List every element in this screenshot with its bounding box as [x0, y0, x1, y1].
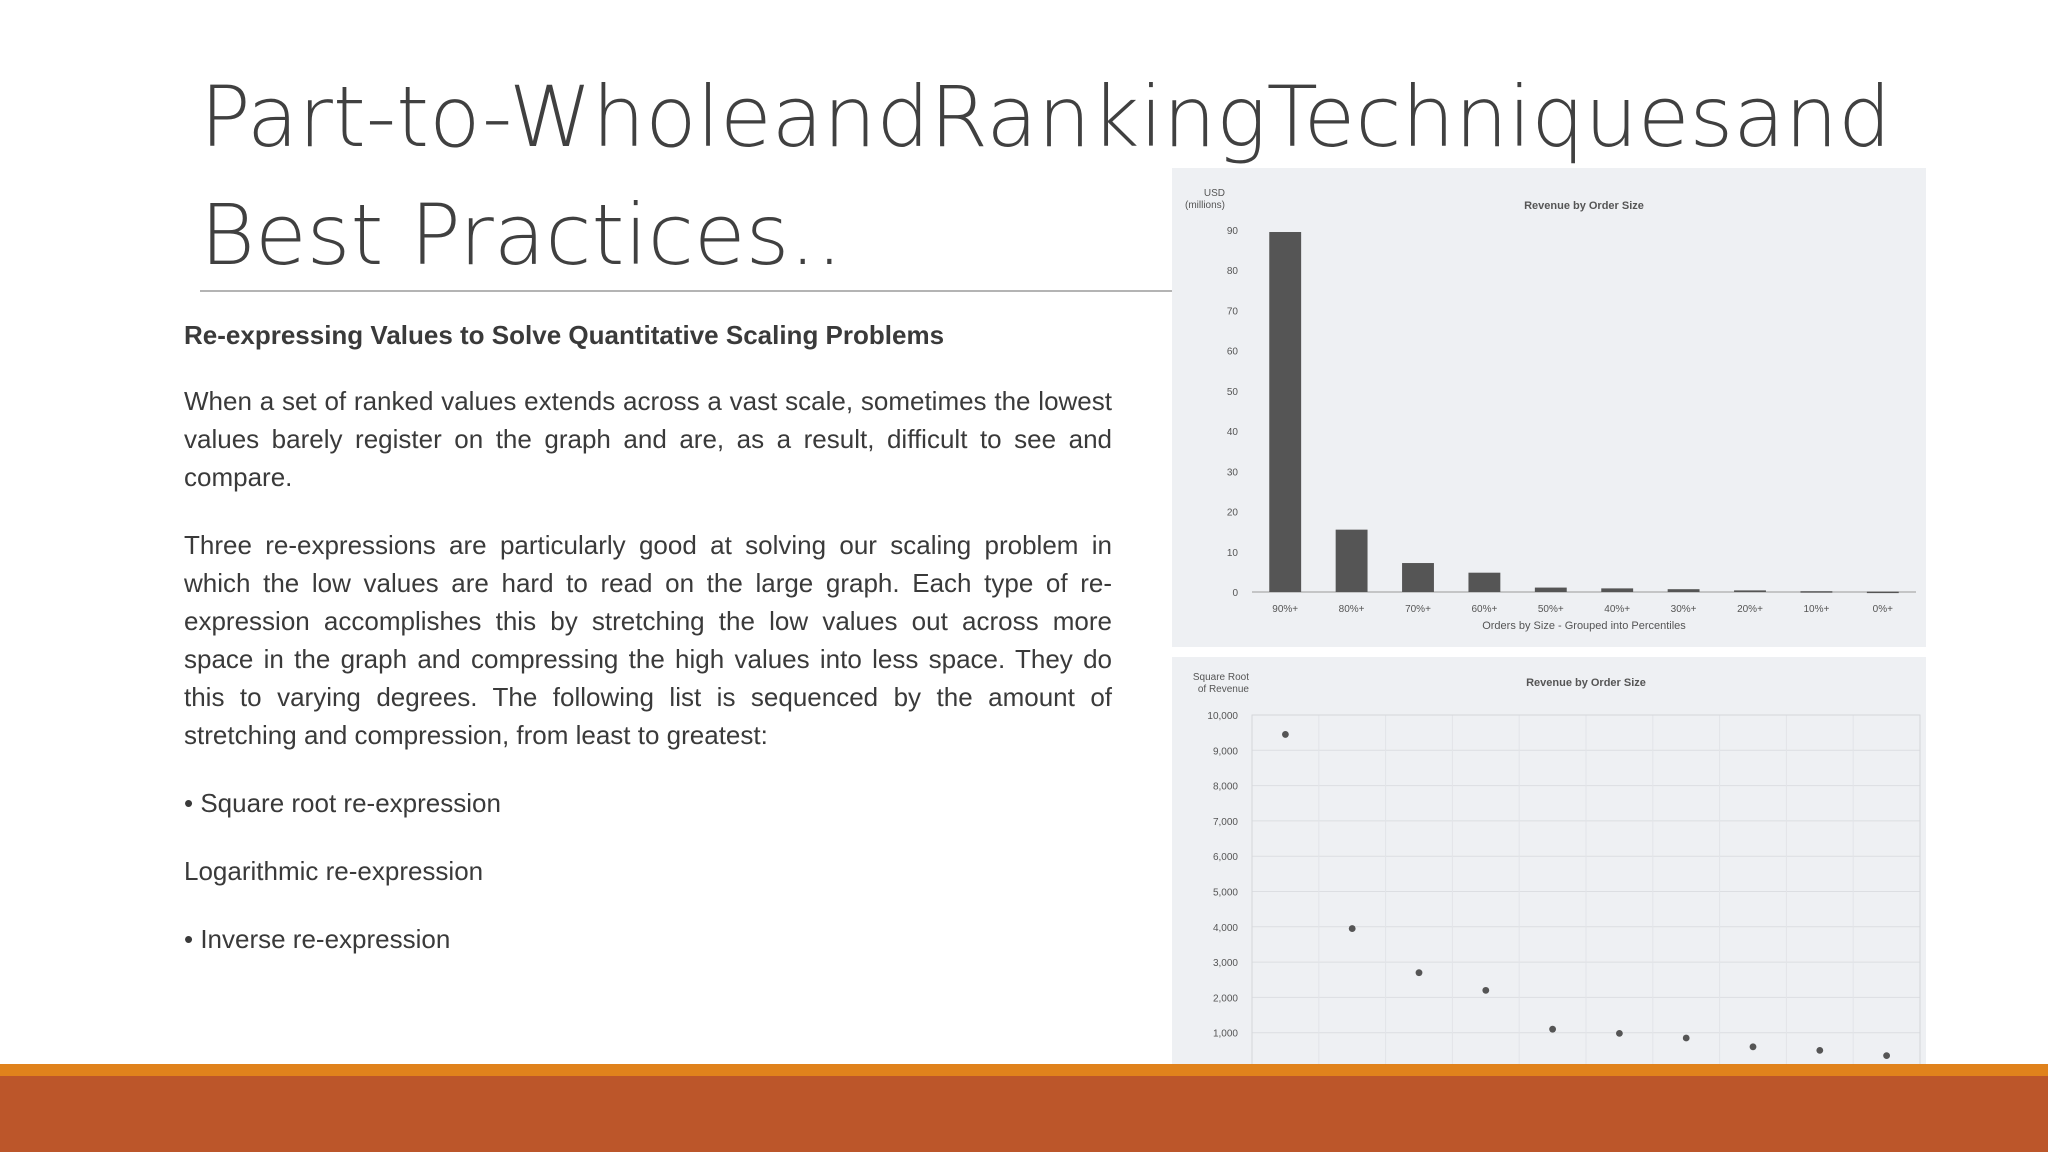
- bar: [1335, 529, 1368, 592]
- data-point: [1749, 1043, 1757, 1051]
- body-paragraph: Three re-expressions are particularly go…: [184, 530, 1112, 750]
- footer-band: [0, 1076, 2048, 1152]
- bar: [1534, 587, 1567, 592]
- bar-chart: Revenue by Order Size USD(millions) 0 10 20 3…: [1185, 188, 1916, 632]
- data-point: [1282, 731, 1289, 738]
- y-tick-label: 2,000: [1213, 993, 1238, 1004]
- y-tick-label: 70: [1227, 306, 1239, 317]
- y-axis-label: of Revenue: [1198, 684, 1250, 695]
- footer-accent-band: [0, 1064, 2048, 1076]
- y-tick-label: 50: [1227, 387, 1239, 398]
- bar: [1402, 563, 1434, 592]
- title-word: Techniques: [1266, 68, 1734, 166]
- title-word: and: [771, 68, 930, 166]
- x-tick-label: 10%+: [1803, 604, 1829, 615]
- data-point: [1682, 1034, 1690, 1042]
- data-point: [1816, 1046, 1824, 1054]
- section-heading: Re-expressing Values to Solve Quantitati…: [184, 320, 945, 350]
- slide-title: Part-to-Whole and Ranking Techniques and…: [200, 58, 1891, 294]
- bar: [1866, 591, 1899, 594]
- y-tick-label: 3,000: [1213, 958, 1238, 969]
- title-line-1: Part-to-Whole and Ranking Techniques and: [200, 58, 1891, 176]
- y-tick-label: 10,000: [1207, 711, 1238, 722]
- bar: [1800, 591, 1833, 593]
- y-tick-label: 7,000: [1213, 817, 1238, 828]
- list-item: • Square root re-expression: [184, 788, 501, 818]
- y-tick-label: 5,000: [1213, 888, 1238, 899]
- chart-title: Revenue by Order Size: [1524, 200, 1644, 212]
- data-point: [1482, 986, 1490, 994]
- x-tick-label: 30%+: [1671, 604, 1697, 615]
- data-point: [1616, 1030, 1623, 1037]
- bar: [1734, 590, 1766, 592]
- y-tick-label: 9,000: [1213, 746, 1238, 757]
- x-tick-label: 40%+: [1604, 604, 1630, 615]
- body-paragraph: When a set of ranked values extends acro…: [184, 386, 1112, 492]
- x-tick-label: 60%+: [1471, 604, 1497, 615]
- bar-chart-image: Revenue by Order Size USD (millions) 0 10 20 3…: [1172, 168, 1926, 647]
- y-tick-label: 8,000: [1213, 782, 1238, 793]
- y-tick-label: 80: [1227, 266, 1239, 277]
- title-word: Ranking: [929, 68, 1267, 166]
- x-tick-label: 80%+: [1339, 604, 1365, 615]
- list-item: Logarithmic re-expression: [184, 856, 484, 886]
- scatter-chart-image: Revenue by Order Size Square Root of Reven…: [1172, 657, 1926, 1104]
- bar: [1667, 589, 1700, 592]
- y-tick-label: 90: [1227, 226, 1239, 237]
- data-point: [1883, 1052, 1890, 1060]
- title-divider: [200, 290, 1175, 292]
- data-point: [1549, 1025, 1556, 1033]
- list-item: • Inverse re-expression: [184, 924, 451, 954]
- y-axis-label: Square Root: [1193, 672, 1249, 683]
- x-tick-label: 90%+: [1272, 604, 1298, 615]
- y-tick-label: 10: [1227, 548, 1239, 559]
- x-axis-label: Orders by Size - Grouped into Percentile…: [1482, 620, 1686, 632]
- y-tick-label: 6,000: [1213, 852, 1238, 863]
- data-point: [1415, 969, 1423, 977]
- y-tick-label: 1,000: [1213, 1029, 1238, 1040]
- x-tick-label: 70%+: [1405, 604, 1431, 615]
- title-word: Part-to-Whole: [200, 68, 772, 166]
- y-tick-label: 0: [1232, 588, 1238, 599]
- title-line-2: Best Practices..: [200, 186, 843, 284]
- y-axis-label: USD: [1204, 188, 1225, 199]
- bar: [1468, 572, 1501, 592]
- y-tick-label: 40: [1227, 427, 1239, 438]
- title-word: and: [1733, 68, 1892, 166]
- x-tick-label: 0%+: [1873, 604, 1893, 615]
- data-point: [1348, 925, 1356, 932]
- bar: [1601, 588, 1634, 592]
- y-tick-label: 60: [1227, 347, 1239, 358]
- chart-title: Revenue by Order Size: [1526, 677, 1646, 689]
- x-tick-label: 50%+: [1538, 604, 1564, 615]
- y-tick-label: 20: [1227, 508, 1239, 519]
- y-tick-label: 4,000: [1213, 923, 1238, 934]
- slide-body: Re-expressing Values to Solve Quantitati…: [184, 316, 1112, 988]
- bar: [1269, 232, 1302, 592]
- x-tick-label: 20%+: [1737, 604, 1763, 615]
- y-axis-label: (millions): [1185, 200, 1225, 211]
- y-tick-label: 30: [1227, 467, 1239, 478]
